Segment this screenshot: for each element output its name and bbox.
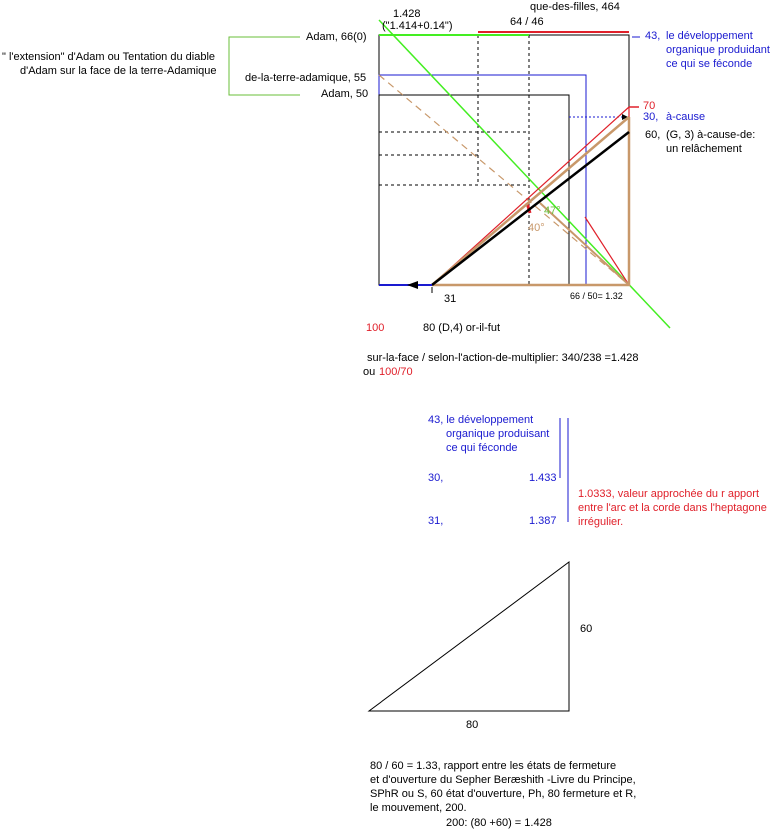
note-line1: 1.0333, valeur approchée du r apport <box>578 488 760 500</box>
footer-line4: le mouvement, 200. <box>370 802 467 814</box>
ratio-64-46: 64 / 46 <box>510 16 544 28</box>
extension-line2: d'Adam sur la face de la terre-Adamique <box>20 65 217 77</box>
triangle-side-80: 80 <box>466 719 479 731</box>
mid-dev-line1: 43, le développement <box>428 414 534 426</box>
black-line-60 <box>431 131 630 286</box>
footer-line1: 80 / 60 = 1.33, rapport entre les états … <box>370 760 617 772</box>
ratio-formula: ("1.414+0.14") <box>382 20 453 32</box>
footer-line2: et d'ouverture du Sepher Beræshith -Livr… <box>370 774 636 786</box>
tan-line-inner <box>539 202 630 286</box>
dev-number: 43, <box>645 30 661 42</box>
g3-line2: un relâchement <box>666 143 742 155</box>
green-diagonal <box>378 19 671 329</box>
ou-label: ou <box>363 366 376 378</box>
mid-dev-line2: organique produisant <box>446 428 550 440</box>
adam-66-label: Adam, 66(0) <box>306 31 367 43</box>
a-cause-label: à-cause <box>666 111 706 123</box>
num-60: 60, <box>645 129 661 141</box>
d4-label: 80 (D,4) or-il-fut <box>423 322 501 334</box>
num-100: 100 <box>366 322 385 334</box>
terre-adamique-label: de-la-terre-adamique, 55 <box>245 72 367 84</box>
red-line-70 <box>431 106 630 286</box>
ratio-66-50: 66 / 50= 1.32 <box>570 291 623 301</box>
angle-40: 40° <box>528 222 545 234</box>
num-31: 31 <box>444 293 457 305</box>
ratio-label: 1.428 <box>393 8 421 20</box>
g3-line1: (G, 3) à-cause-de: <box>666 129 756 141</box>
note-line3: irrégulier. <box>578 516 624 528</box>
footer-line5: 200: (80 +60) = 1.428 <box>446 817 552 829</box>
sur-la-face-label: sur-la-face / selon-l'action-de-multipli… <box>367 352 639 364</box>
dev-line3: ce qui se féconde <box>666 58 753 70</box>
adam-50-label: Adam, 50 <box>321 88 369 100</box>
extension-line1: " l'extension" d'Adam ou Tentation du di… <box>2 51 216 63</box>
arrow-left-icon <box>407 281 418 289</box>
green-bracket <box>228 36 300 96</box>
note-line2: entre l'arc et la corde dans l'heptagone <box>578 502 767 514</box>
dev-line2: organique produidant <box>666 44 770 56</box>
row2-right: 1.387 <box>529 515 557 527</box>
tan-dashed-diagonal <box>378 74 630 286</box>
row1-left: 30, <box>428 472 444 484</box>
row1-right: 1.433 <box>529 472 557 484</box>
footer-line3: SPhR ou S, 60 état d'ouverture, Ph, 80 f… <box>370 788 637 800</box>
row2-left: 31, <box>428 515 444 527</box>
que-des-filles-label: que-des-filles, 464 <box>530 1 620 13</box>
right-triangle <box>367 561 570 712</box>
tan-line-30 <box>431 116 630 286</box>
ratio-100-70: 100/70 <box>379 366 413 378</box>
mid-dev-line3: ce qui féconde <box>446 442 518 454</box>
dev-line1: le développement <box>666 30 753 42</box>
arrow-head-icon <box>622 114 628 120</box>
angle-47: 47° <box>544 205 561 217</box>
num-70: 70 <box>643 100 656 112</box>
num-30: 30, <box>643 111 659 123</box>
red-line-diag <box>584 216 630 286</box>
triangle-side-60: 60 <box>580 623 593 635</box>
